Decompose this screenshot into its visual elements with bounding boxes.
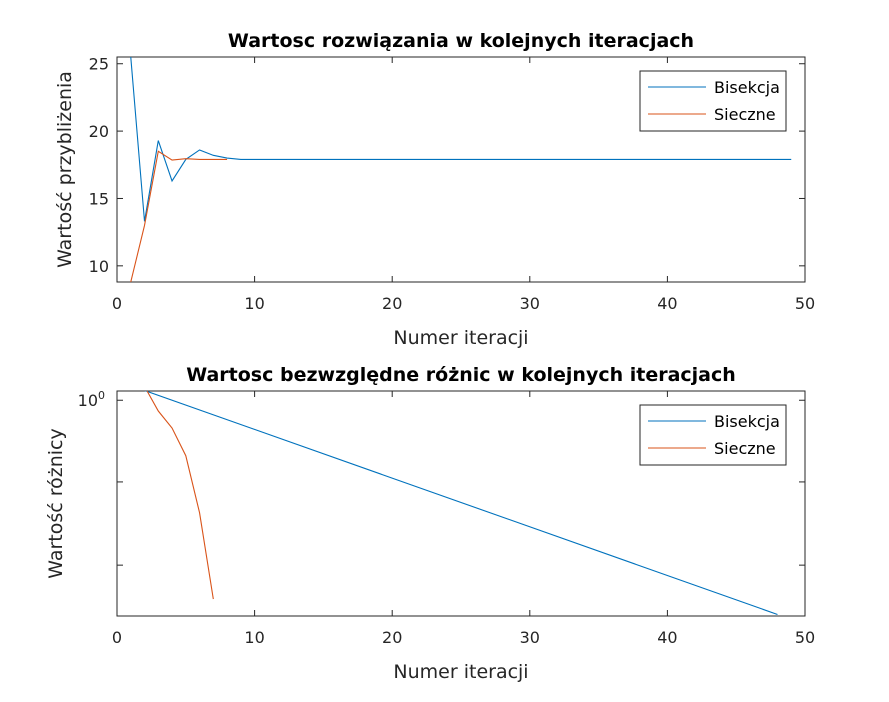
y-tick-label: 20 <box>89 122 109 141</box>
plot-frame <box>116 390 806 617</box>
legend-box <box>639 404 787 466</box>
legend-label: Sieczne <box>714 439 776 458</box>
legend-label: Bisekcja <box>714 412 780 431</box>
x-tick-label: 30 <box>520 294 540 313</box>
y-tick-label: 10 <box>89 257 109 276</box>
y-tick-label: 100 <box>78 389 105 410</box>
x-tick-label: 50 <box>795 294 815 313</box>
x-tick-label: 10 <box>244 294 264 313</box>
plot-frame <box>116 56 806 283</box>
x-axis-label: Numer iteracji <box>393 661 528 683</box>
x-tick-label: 20 <box>382 628 402 647</box>
chart-title: Wartosc bezwzględne różnic w kolejnych i… <box>186 364 736 386</box>
series-line-sieczne <box>130 150 228 282</box>
y-axis-label: Wartość przybliżenia <box>54 71 76 268</box>
x-tick-label: 10 <box>244 628 264 647</box>
legend: Bisekcja Sieczne <box>639 70 787 132</box>
y-axis-label: Wartość różnicy <box>45 428 67 579</box>
y-tick-label: 15 <box>89 189 109 208</box>
x-tick-label: 0 <box>112 628 122 647</box>
x-tick-label: 40 <box>657 628 677 647</box>
x-tick-label: 20 <box>382 294 402 313</box>
legend-label: Sieczne <box>714 105 776 124</box>
x-tick-label: 50 <box>795 628 815 647</box>
y-tick-label: 25 <box>89 55 109 74</box>
series-line-bisekcja <box>144 391 778 615</box>
x-tick-label: 30 <box>520 628 540 647</box>
series-line-bisekcja <box>130 57 792 222</box>
chart-2: 0 10 20 30 40 50 100 Wartosc bezwzględne różnic… <box>45 364 815 683</box>
x-axis-label: Numer iteracji <box>393 327 528 349</box>
chart-title: Wartosc rozwiązania w kolejnych iteracja… <box>228 30 694 52</box>
x-tick-label: 40 <box>657 294 677 313</box>
series-line-sieczne <box>146 391 214 600</box>
legend-box <box>639 70 787 132</box>
legend: Bisekcja Sieczne <box>639 404 787 466</box>
x-tick-label: 0 <box>112 294 122 313</box>
legend-label: Bisekcja <box>714 78 780 97</box>
